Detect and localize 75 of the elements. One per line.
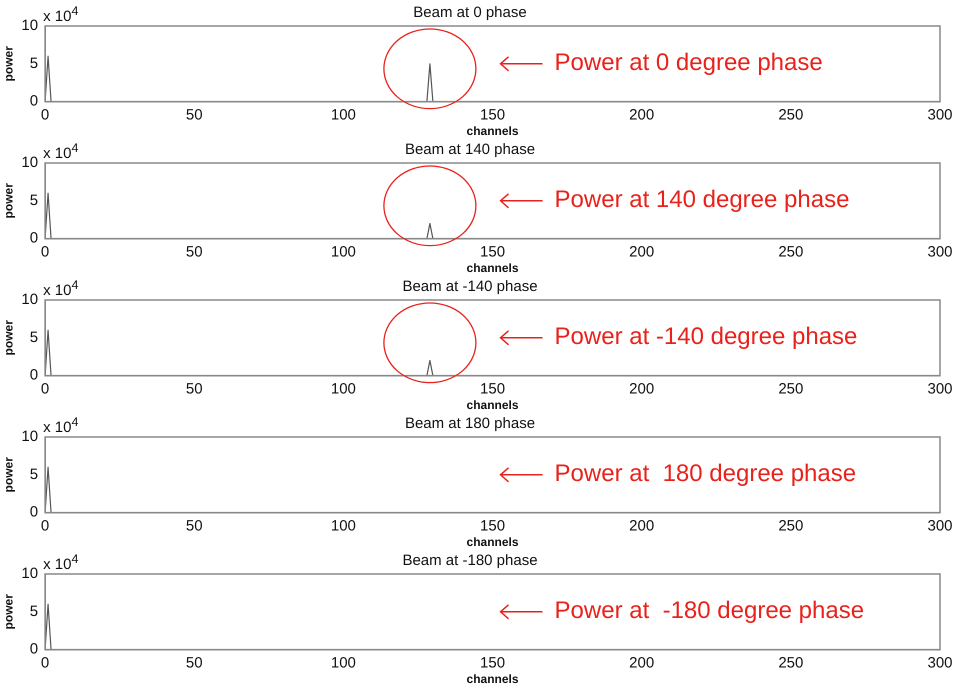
y-axis-title: power [2, 594, 16, 630]
y-tick-label: 10 [21, 17, 38, 34]
annotation: Power at 0 degree phase [554, 48, 823, 77]
chart-title: Beam at 0 phase [413, 4, 527, 22]
x-tick-label: 250 [778, 518, 804, 535]
x-tick-label: 0 [40, 106, 50, 124]
y-tick-label: 0 [30, 230, 38, 247]
chart-title: Beam at 140 phase [404, 141, 536, 158]
y-tick-label: 10 [21, 565, 38, 582]
x-tick-label: 50 [186, 518, 203, 535]
x-tick-label: 300 [927, 380, 953, 398]
x-tick-label: 200 [629, 380, 654, 398]
x-tick-label: 50 [186, 106, 203, 124]
text: x 10$^{4}$ [43, 278, 78, 299]
text: x 10$^{4}$ [43, 4, 78, 25]
x-axis-title: channels [466, 535, 519, 550]
x-tick-label: 300 [927, 654, 953, 672]
chart-title: Beam at 180 phase [404, 415, 536, 432]
y-tick-label: 0 [30, 92, 38, 110]
x-tick-label: 150 [480, 654, 506, 672]
y-tick-label: 5 [30, 466, 38, 483]
x-tick-label: 200 [629, 106, 654, 124]
x-tick-label: 150 [480, 244, 506, 261]
x-tick-label: 250 [778, 654, 804, 672]
x-tick-label: 0 [40, 654, 50, 672]
x-tick-label: 100 [330, 654, 356, 672]
y-axis-title: power [2, 320, 16, 356]
x-tick-label: 0 [40, 244, 50, 261]
annotation: Power at -140 degree phase [554, 322, 858, 351]
x-tick-label: 200 [629, 244, 654, 261]
x-tick-label: 100 [330, 106, 356, 124]
x-tick-label: 250 [778, 244, 804, 261]
y-tick-label: 10 [21, 291, 38, 308]
x-tick-label: 300 [927, 244, 953, 261]
annotation: Power at 140 degree phase [554, 186, 850, 214]
x-tick-label: 50 [186, 654, 203, 672]
x-tick-label: 200 [629, 518, 654, 535]
x-axis-title: channels [466, 261, 519, 276]
x-tick-label: 100 [330, 518, 356, 535]
x-tick-label: 300 [927, 518, 953, 535]
y-tick-label: 5 [30, 192, 38, 209]
x-tick-label: 100 [330, 244, 356, 261]
annotation: Power at -180 degree phase [554, 596, 864, 625]
chart-title: Beam at -140 phase [402, 278, 538, 296]
y-tick-label: 10 [21, 428, 38, 446]
y-tick-label: 10 [21, 154, 38, 172]
y-tick-label: 0 [30, 504, 38, 521]
chart-title: Beam at -180 phase [402, 552, 538, 570]
x-tick-label: 100 [330, 380, 356, 398]
text: x 10$^{4}$ [43, 141, 78, 162]
y-tick-label: 5 [30, 54, 38, 72]
y-tick-label: 5 [30, 602, 38, 620]
y-tick-label: 0 [30, 640, 38, 658]
annotation: Power at 180 degree phase [554, 460, 856, 488]
y-axis-title: power [2, 182, 16, 218]
x-tick-label: 300 [927, 106, 953, 124]
x-tick-label: 250 [778, 380, 804, 398]
x-tick-label: 200 [629, 654, 654, 672]
x-tick-label: 250 [778, 106, 804, 124]
x-tick-label: 150 [480, 518, 506, 535]
x-axis-title: channels [466, 124, 519, 138]
x-axis-title: channels [466, 398, 519, 412]
text: x 10$^{4}$ [43, 415, 78, 436]
x-axis-title: channels [466, 672, 519, 686]
y-axis-title: power [2, 456, 16, 492]
y-axis-title: power [2, 46, 16, 82]
x-tick-label: 50 [186, 244, 203, 261]
x-tick-label: 150 [480, 106, 506, 124]
x-tick-label: 0 [40, 380, 50, 398]
x-tick-label: 0 [40, 518, 50, 535]
text: x 10$^{4}$ [43, 552, 78, 573]
x-tick-label: 150 [480, 380, 506, 398]
y-tick-label: 0 [30, 366, 38, 384]
y-tick-label: 5 [30, 328, 38, 346]
x-tick-label: 50 [186, 380, 203, 398]
